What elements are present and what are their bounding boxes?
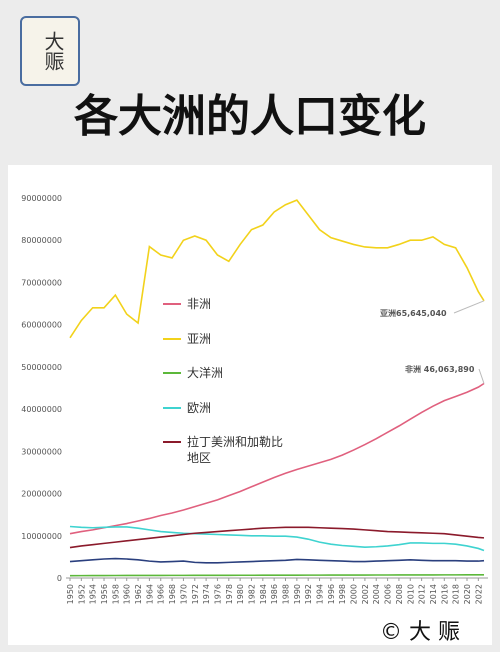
y-tick-label: 60000000 bbox=[21, 321, 62, 330]
series-line bbox=[69, 526, 485, 549]
x-tick-label: 1996 bbox=[327, 584, 336, 604]
y-tick-label: 0 bbox=[57, 574, 62, 583]
legend-label: 大洋洲 bbox=[187, 366, 224, 380]
annotation: 非洲 46,063,890 bbox=[405, 364, 475, 374]
y-tick-label: 90000000 bbox=[21, 194, 62, 203]
y-tick-label: 10000000 bbox=[21, 532, 62, 541]
x-tick-label: 1956 bbox=[100, 584, 109, 604]
x-tick-label: 1994 bbox=[316, 584, 325, 604]
legend-item: 大洋洲 bbox=[163, 365, 287, 381]
x-tick-label: 2016 bbox=[440, 584, 449, 604]
series-line bbox=[69, 557, 485, 564]
x-tick-label: 2022 bbox=[474, 584, 483, 604]
legend-label: 欧洲 bbox=[187, 400, 212, 415]
x-tick-label: 1992 bbox=[304, 584, 313, 604]
x-tick-label: 1984 bbox=[259, 584, 268, 604]
legend-swatch bbox=[163, 372, 181, 374]
x-tick-label: 1988 bbox=[282, 584, 291, 604]
x-tick-label: 2012 bbox=[418, 584, 427, 604]
legend-item: 非洲 bbox=[163, 296, 287, 312]
x-tick-label: 1966 bbox=[157, 584, 166, 604]
x-tick-label: 1978 bbox=[225, 584, 234, 604]
legend-label: 拉丁美洲和加勒比地区 bbox=[187, 435, 284, 465]
y-tick-label: 30000000 bbox=[21, 447, 62, 456]
x-tick-label: 1954 bbox=[89, 584, 98, 604]
x-tick-label: 1952 bbox=[77, 584, 86, 604]
series-line bbox=[69, 574, 484, 577]
series-line bbox=[69, 382, 485, 535]
x-tick-label: 2006 bbox=[384, 584, 393, 604]
x-tick-label: 1958 bbox=[111, 584, 120, 604]
chart-card bbox=[8, 165, 492, 645]
x-tick-label: 1986 bbox=[270, 584, 279, 604]
x-tick-label: 1962 bbox=[134, 584, 143, 604]
series-line bbox=[69, 525, 485, 552]
x-tick-label: 1970 bbox=[179, 584, 188, 604]
series-line bbox=[69, 199, 485, 339]
x-tick-label: 2014 bbox=[429, 584, 438, 604]
legend-item: 拉丁美洲和加勒比地区 bbox=[163, 434, 287, 466]
x-tick-label: 2010 bbox=[406, 584, 415, 604]
y-tick-label: 70000000 bbox=[21, 278, 62, 287]
x-tick-label: 1976 bbox=[213, 584, 222, 604]
legend-swatch bbox=[163, 406, 181, 409]
legend-swatch bbox=[163, 441, 181, 443]
legend-item: 亚洲 bbox=[163, 331, 287, 347]
x-tick-label: 2002 bbox=[361, 584, 370, 604]
logo: 大赈 bbox=[20, 16, 80, 86]
legend-swatch bbox=[163, 337, 181, 340]
x-tick-label: 1990 bbox=[293, 584, 302, 604]
legend-label: 亚洲 bbox=[187, 331, 212, 346]
annotation-leader bbox=[478, 368, 485, 384]
x-tick-label: 1982 bbox=[247, 584, 256, 604]
legend-swatch bbox=[163, 303, 181, 305]
x-tick-label: 1980 bbox=[236, 584, 245, 604]
y-tick-label: 80000000 bbox=[21, 236, 62, 245]
chart-title: 各大洲的人口变化 bbox=[74, 91, 426, 142]
y-tick-label: 40000000 bbox=[21, 405, 62, 414]
x-tick-label: 2004 bbox=[372, 584, 381, 604]
x-tick-label: 1964 bbox=[145, 584, 154, 604]
annotation-leader bbox=[453, 300, 485, 314]
y-tick-label: 20000000 bbox=[21, 490, 62, 499]
x-tick-label: 1968 bbox=[168, 584, 177, 604]
x-tick-label: 2000 bbox=[350, 584, 359, 604]
x-tick-label: 2020 bbox=[463, 584, 472, 604]
x-tick-label: 2018 bbox=[452, 584, 461, 604]
y-tick-label: 50000000 bbox=[21, 363, 62, 372]
legend-label: 非洲 bbox=[187, 297, 212, 311]
x-tick-label: 1974 bbox=[202, 584, 211, 604]
x-tick-label: 1960 bbox=[123, 584, 132, 604]
footer: © 大 赈 bbox=[380, 620, 460, 645]
x-tick-label: 1950 bbox=[66, 584, 75, 604]
x-tick-label: 1998 bbox=[338, 584, 347, 604]
annotation: 亚洲65,645,040 bbox=[380, 309, 447, 318]
x-tick-label: 2008 bbox=[395, 584, 404, 604]
x-tick-label: 1972 bbox=[191, 584, 200, 604]
legend-item: 欧洲 bbox=[163, 400, 287, 416]
